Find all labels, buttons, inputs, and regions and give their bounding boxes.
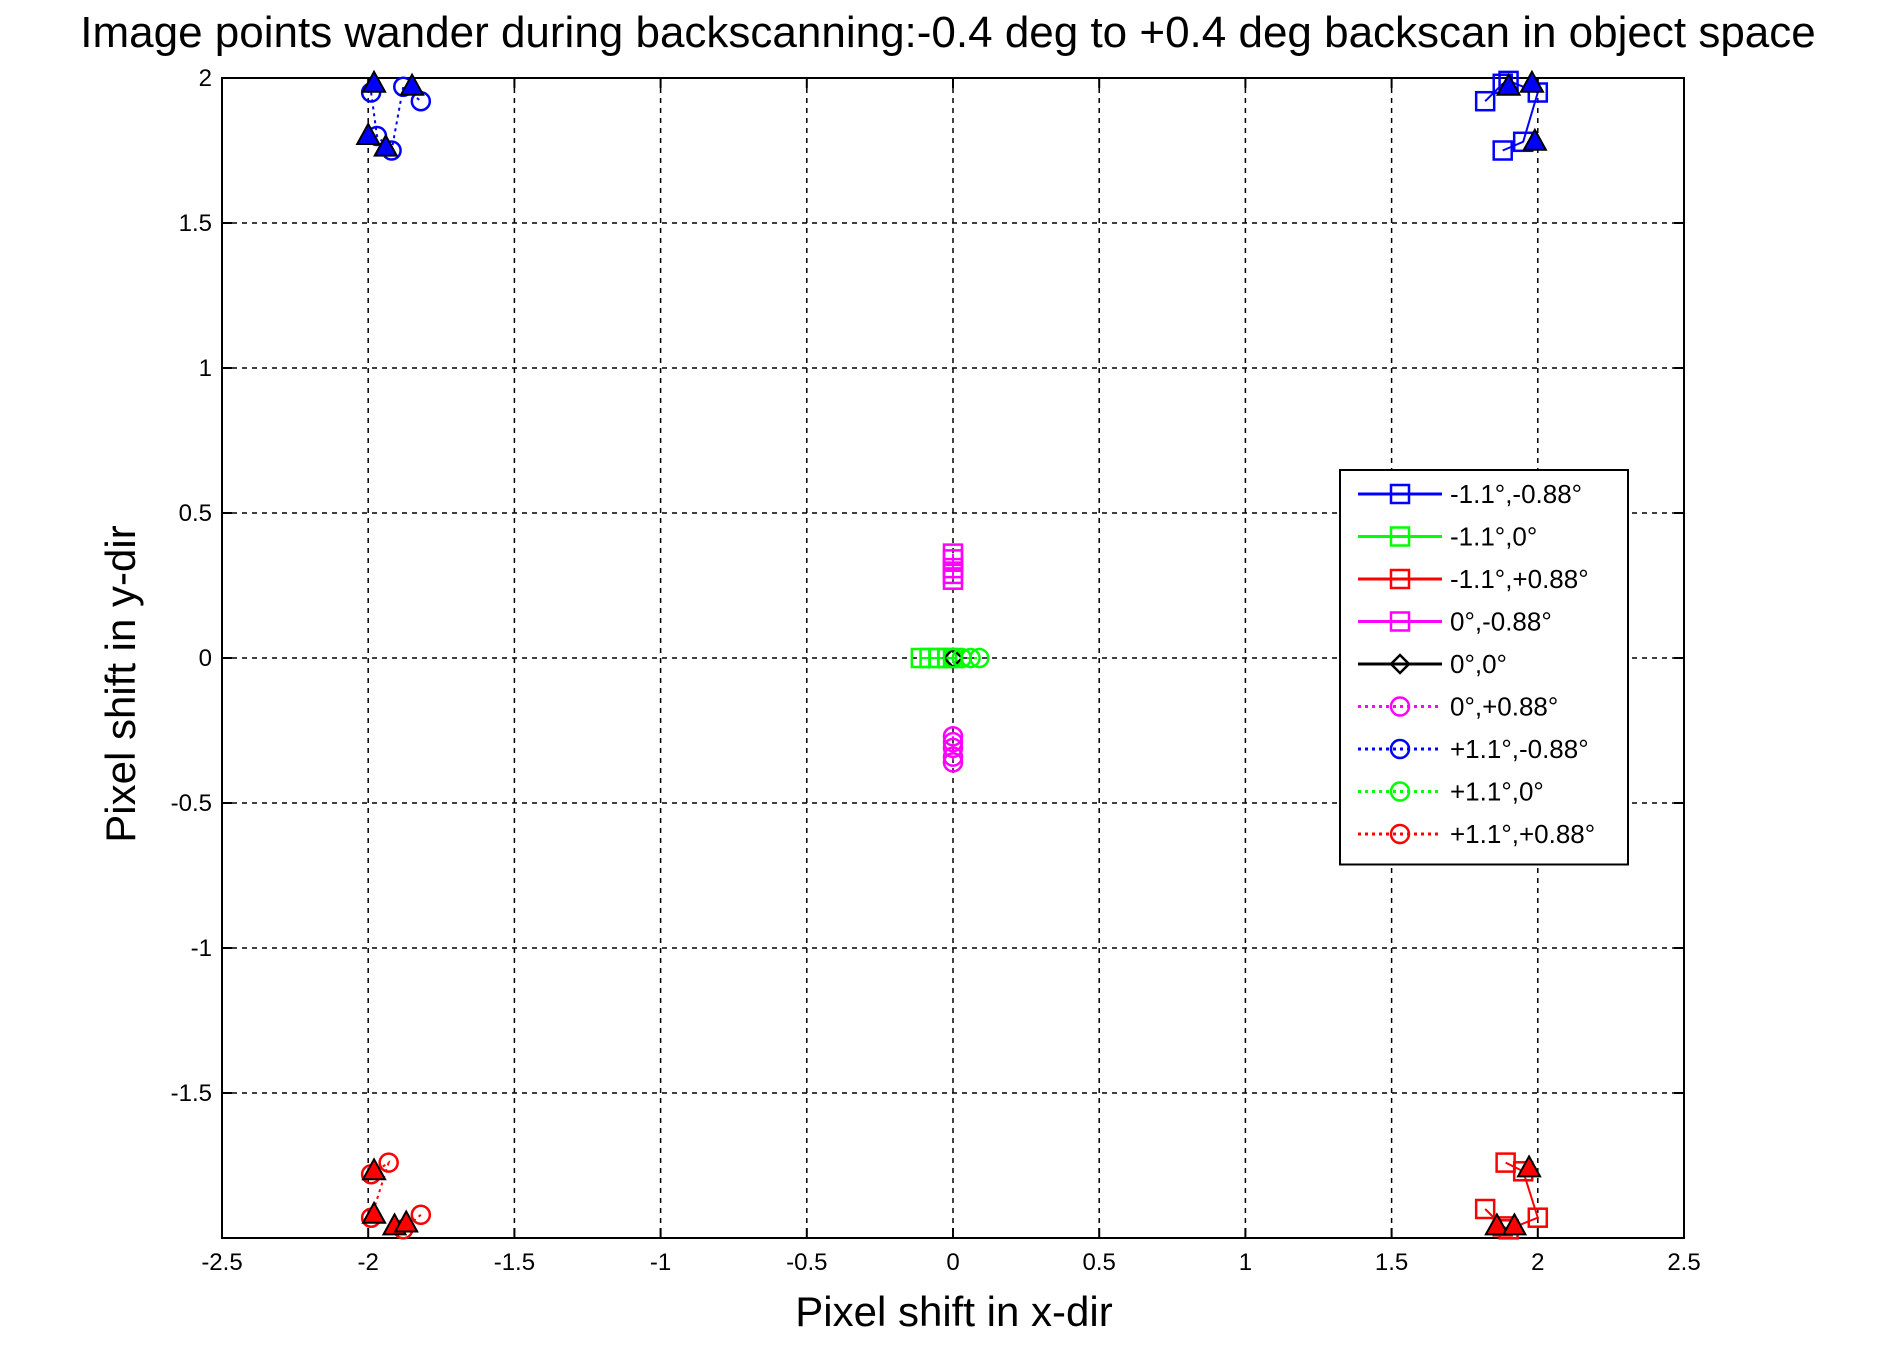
legend-marker [1389, 738, 1411, 760]
series-circle [942, 647, 990, 669]
data-point [942, 746, 964, 767]
series-square [942, 543, 964, 590]
legend: -1.1°,-0.88° -1.1°,0° -1.1°,+0.88° 0°,-0.88… [1339, 469, 1629, 866]
data-point [1474, 1198, 1496, 1220]
data-point [1527, 1207, 1549, 1228]
axis-ticks: -2.5 -2 -1.5 -1 -0.5 0 0.5 1 1.5 2 2.5 -1.5 -1 -0.5 0 0… [171, 65, 1701, 1276]
x-tick-label: 0.5 [1083, 1249, 1116, 1276]
data-point [942, 569, 964, 590]
data-point [355, 121, 381, 145]
chart-title: Image points wander during backscanning:… [80, 8, 1816, 57]
x-tick-label: -1.5 [494, 1249, 535, 1276]
legend-marker [1389, 483, 1411, 505]
legend-label: +1.1°,-0.88° [1450, 734, 1589, 764]
data-point [942, 737, 964, 759]
x-tick-label: -0.5 [786, 1249, 827, 1276]
legend-label: 0°,0° [1450, 649, 1507, 679]
x-tick-label: -2.5 [201, 1249, 242, 1276]
data-point [1501, 1212, 1528, 1236]
x-tick-label: -2 [358, 1249, 379, 1276]
legend-marker [1389, 526, 1411, 547]
data-point [378, 1152, 399, 1173]
data-point [942, 726, 964, 747]
x-axis-label: Pixel shift in x-dir [795, 1288, 1113, 1335]
data-point [361, 69, 387, 93]
data-point [960, 647, 981, 669]
y-tick-label: 0.5 [179, 500, 212, 527]
x-tick-label: 1.5 [1375, 1249, 1408, 1276]
data-point [969, 647, 990, 669]
data-point [393, 1209, 419, 1233]
data-point [1484, 1212, 1510, 1236]
y-tick-label: 0 [199, 645, 212, 672]
y-tick-label: -1 [191, 935, 212, 962]
data-point [361, 1157, 387, 1181]
data-point [1474, 90, 1496, 112]
legend-label: +1.1°,0° [1450, 777, 1544, 807]
legend-marker [1389, 568, 1411, 590]
legend-label: 0°,+0.88° [1450, 692, 1558, 722]
data-point [1522, 127, 1548, 151]
x-tick-label: -1 [650, 1249, 671, 1276]
data-point [1519, 69, 1545, 93]
data-point [1492, 140, 1513, 161]
data-point [1495, 72, 1522, 96]
data-point [942, 752, 964, 773]
x-tick-label: 1 [1239, 1249, 1252, 1276]
data-point [942, 731, 964, 753]
y-tick-label: 1.5 [179, 210, 212, 237]
legend-label: 0°,-0.88° [1450, 607, 1552, 637]
y-tick-label: 2 [199, 65, 212, 92]
x-tick-label: 2.5 [1667, 1249, 1700, 1276]
triangle-markers [355, 69, 1548, 157]
data-point [399, 72, 425, 96]
legend-label: -1.1°,0° [1450, 522, 1537, 552]
x-tick-label: 2 [1531, 1249, 1544, 1276]
y-tick-label: -1.5 [171, 1080, 212, 1107]
series-circle [942, 726, 964, 773]
legend-label: -1.1°,-0.88° [1450, 479, 1582, 509]
legend-marker [1389, 696, 1411, 717]
data-point [361, 1200, 387, 1224]
legend-marker [1389, 653, 1411, 675]
legend-marker [1389, 823, 1411, 845]
y-tick-label: -0.5 [171, 790, 212, 817]
data-point [1495, 1152, 1516, 1173]
data-point [1516, 1154, 1542, 1178]
triangle-markers [361, 1154, 1542, 1236]
legend-marker [1389, 781, 1411, 802]
y-tick-label: 1 [199, 355, 212, 382]
legend-label: +1.1°,+0.88° [1450, 819, 1595, 849]
x-tick-label: 0 [946, 1249, 959, 1276]
legend-marker [1389, 611, 1411, 632]
data-point [410, 1204, 432, 1226]
legend-label: -1.1°,+0.88° [1450, 564, 1589, 594]
y-axis-label: Pixel shift in y-dir [97, 525, 144, 843]
data-series [355, 69, 1549, 1240]
data-point [373, 133, 399, 157]
